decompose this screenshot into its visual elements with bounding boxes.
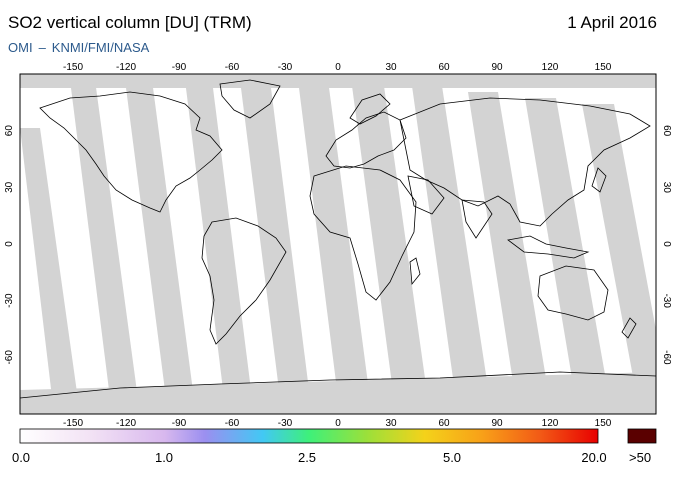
lon-label-bottom: -30 <box>278 418 293 429</box>
no-data-gap <box>582 104 656 414</box>
colorbar-label-max: 20.0 <box>581 450 607 465</box>
lat-label-right: 60 <box>661 125 672 137</box>
arabia-outline <box>407 175 445 215</box>
north-america-outline <box>39 91 223 213</box>
no-data-gap <box>525 98 612 414</box>
lon-label-top: -30 <box>278 62 293 73</box>
latitude-labels-left: 60 30 0 -30 -60 <box>4 125 15 365</box>
lat-label-left: 30 <box>4 181 15 193</box>
no-data-gap <box>468 92 552 414</box>
colorbar-gradient <box>19 428 599 444</box>
longitude-labels-bottom: -150 -120 -90 -60 -30 0 30 60 90 120 150 <box>63 418 612 429</box>
lat-label-left: 60 <box>4 125 15 137</box>
antarctic-no-data <box>20 372 656 414</box>
australia-outline <box>537 265 609 321</box>
europe-outline <box>325 111 407 169</box>
no-data-gap <box>352 86 430 414</box>
lon-label-bottom: 150 <box>595 418 612 429</box>
swath-layer <box>20 74 656 414</box>
lon-label-bottom: -150 <box>63 418 83 429</box>
lon-label-top: 120 <box>542 62 559 73</box>
asia-outline <box>399 97 651 227</box>
no-data-gap <box>125 80 196 414</box>
source-agencies: KNMI/FMI/NASA <box>51 40 150 55</box>
lat-label-right: -60 <box>661 350 672 365</box>
lon-label-bottom: -60 <box>225 418 240 429</box>
arctic-no-data <box>20 74 656 88</box>
lon-label-bottom: -90 <box>172 418 187 429</box>
lon-label-top: 90 <box>491 62 503 73</box>
lat-label-left: -30 <box>4 293 15 308</box>
lon-label-bottom: 120 <box>542 418 559 429</box>
lon-label-top: -150 <box>63 62 83 73</box>
map-frame <box>19 73 657 415</box>
japan-outline <box>591 167 607 193</box>
coastlines <box>20 79 656 399</box>
lon-label-top: -90 <box>172 62 187 73</box>
no-data-gap <box>412 86 492 414</box>
lon-label-bottom: 90 <box>491 418 503 429</box>
lon-label-bottom: 0 <box>335 418 341 429</box>
lat-label-left: 0 <box>4 241 15 247</box>
colorbar-over-label: >50 <box>629 450 652 465</box>
source-separator: – <box>38 40 46 55</box>
colorbar-label-5: 5.0 <box>442 450 462 465</box>
africa-outline <box>309 165 417 301</box>
lon-label-top: 60 <box>438 62 450 73</box>
lon-label-bottom: -120 <box>116 418 136 429</box>
south-america-outline <box>201 217 287 345</box>
data-source: OMI – KNMI/FMI/NASA <box>8 40 149 55</box>
lat-label-right: 30 <box>661 182 672 194</box>
lon-label-top: 150 <box>595 62 612 73</box>
new-zealand-outline <box>621 317 637 339</box>
lat-label-right: -30 <box>661 293 672 308</box>
longitude-labels-top: -150 -120 -90 -60 -30 0 30 60 90 120 150 <box>63 62 612 73</box>
lon-label-bottom: 30 <box>385 418 397 429</box>
no-data-gap <box>70 80 140 414</box>
lon-label-top: -120 <box>116 62 136 73</box>
lat-label-left: -60 <box>4 350 15 365</box>
lat-label-right: 0 <box>661 241 672 247</box>
greenland-outline <box>219 79 281 119</box>
lon-label-top: 30 <box>385 62 397 73</box>
india-outline <box>461 199 493 239</box>
no-data-gap <box>298 80 372 414</box>
colorbar-label-min: 0.0 <box>11 450 31 465</box>
scandinavia-outline <box>349 93 391 125</box>
source-instrument: OMI <box>8 40 33 55</box>
lon-label-top: 0 <box>335 62 341 73</box>
lon-label-top: -60 <box>225 62 240 73</box>
no-data-gap <box>240 80 312 414</box>
colorbar-over-swatch <box>627 428 657 444</box>
no-data-gap <box>185 80 254 414</box>
antarctica-outline <box>20 371 656 399</box>
madagascar-outline <box>409 257 421 286</box>
colorbar-label-1: 1.0 <box>154 450 174 465</box>
latitude-labels-right: 60 30 0 -30 -60 <box>661 125 672 365</box>
indonesia-outline <box>507 235 590 259</box>
no-data-gap <box>20 128 80 414</box>
map-date: 1 April 2016 <box>567 13 657 32</box>
map-title: SO2 vertical column [DU] (TRM) <box>8 13 252 32</box>
lon-label-bottom: 60 <box>438 418 450 429</box>
colorbar-label-2-5: 2.5 <box>297 450 317 465</box>
